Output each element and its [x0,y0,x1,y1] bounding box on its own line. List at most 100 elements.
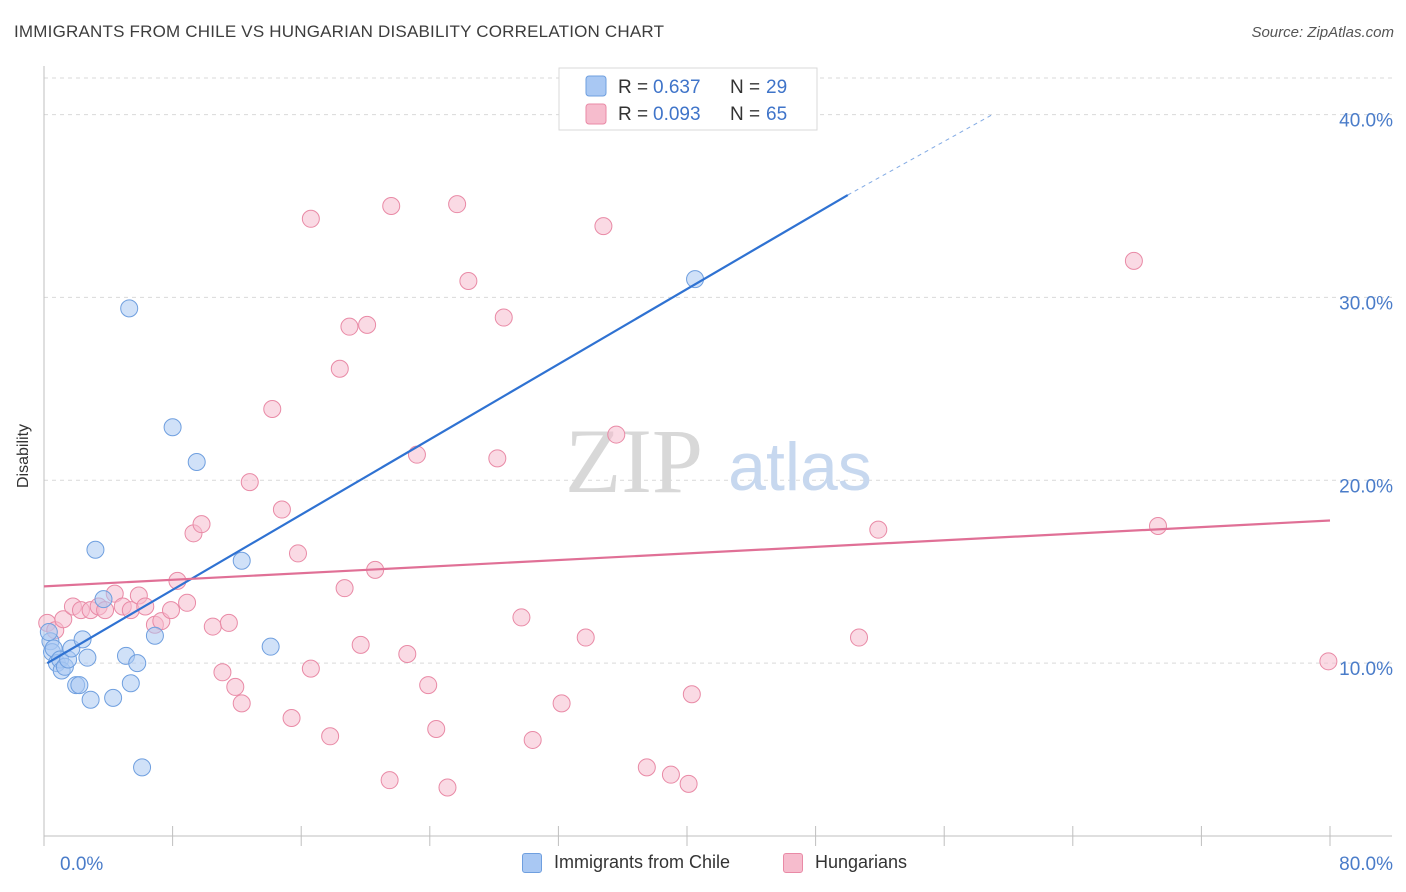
legend-box: R = 0.637 N = 29 R = 0.093 N = 65 [558,67,818,131]
chart-title: IMMIGRANTS FROM CHILE VS HUNGARIAN DISAB… [14,22,665,41]
y-tick-label: 30.0% [1339,293,1393,314]
legend-r-value-chile: 0.637 [653,77,701,98]
bottom-legend-swatch-chile [522,852,542,873]
hungarians-point [226,677,245,696]
hungarians-point [340,317,359,336]
chile-trend-extension [847,114,993,196]
hungarians-point [576,628,595,647]
chile-point [163,418,182,437]
y-tick-labels: 10.0% 20.0% 30.0% 40.0% [1339,111,1393,681]
hungarians-point [679,774,698,793]
chile-point [187,453,206,471]
chile-points [39,270,705,777]
chile-point [70,676,89,695]
chile-point [94,590,113,609]
hungarians-point [419,676,438,695]
chile-trend-line [46,194,849,665]
hungarians-point [682,685,701,704]
bottom-legend: Immigrants from Chile Hungarians [0,852,1406,878]
y-tick-label: 40.0% [1339,111,1393,132]
hungarians-trend-line [43,519,1331,588]
legend-n-value-chile: 29 [766,77,787,98]
chile-point [232,551,251,570]
hungarians-point [552,694,571,713]
hungarians-point [178,593,197,612]
watermark: ZIP atlas [565,410,872,512]
legend-r-value-hungarians: 0.093 [653,104,701,125]
hungarians-point [1148,517,1167,535]
x-tick-label-min: 0.0% [60,854,103,875]
legend-r-label-chile: R = [618,77,648,98]
bottom-legend-hungarians: Hungarians [783,852,907,873]
hungarians-point [232,694,251,713]
chile-point [121,674,140,693]
hungarians-point [272,500,291,519]
hungarians-point [301,659,320,678]
hungarians-point [512,608,531,627]
legend-swatch-chile [585,75,607,97]
legend-swatch-hungarians [585,103,607,125]
legend-n-label-hungarians: N = [730,104,760,125]
trend-lines [43,114,1331,665]
bottom-legend-swatch-hungarians [783,852,803,873]
chile-point [133,758,152,777]
chile-point [73,630,92,649]
y-axis-label: Disability [15,424,32,488]
hungarians-point [637,758,656,777]
x-tick-label-max: 80.0% [1339,854,1393,875]
chile-point [261,637,280,656]
hungarians-point [459,271,478,290]
legend-n-label-chile: N = [730,77,760,98]
watermark-atlas: atlas [728,429,872,505]
hungarians-point [607,425,626,444]
chile-point [120,299,139,318]
chile-point [104,688,123,707]
hungarians-point [321,727,340,746]
hungarians-point [523,730,542,749]
hungarians-point [263,399,282,418]
hungarians-point [407,445,426,464]
legend-n-value-hungarians: 65 [766,104,787,125]
hungarians-point [488,449,507,468]
hungarians-point [661,765,680,784]
hungarians-point [382,197,401,215]
hungarians-point [358,315,377,334]
legend-r-label-hungarians: R = [618,104,648,125]
bottom-legend-label-hungarians: Hungarians [815,852,908,872]
hungarians-point [380,771,399,790]
hungarians-point [330,359,349,378]
hungarians-point [54,610,73,629]
hungarians-point [594,217,613,236]
hungarians-point [240,473,259,492]
chile-point [39,623,58,642]
bottom-legend-label-chile: Immigrants from Chile [554,852,731,872]
source-label: Source: ZipAtlas.com [1251,24,1394,41]
y-tick-label: 10.0% [1339,659,1393,680]
hungarians-point [869,520,888,539]
hungarians-point [427,719,446,738]
hungarians-point [203,617,222,636]
hungarians-point [213,663,232,682]
chile-point [81,690,100,709]
hungarians-point [192,515,211,534]
chile-point [86,540,105,559]
hungarians-point [335,579,354,598]
hungarians-point [301,209,320,228]
hungarians-point [850,628,869,647]
y-tick-label: 20.0% [1339,476,1393,497]
chile-point [145,626,164,645]
hungarians-point [1124,251,1143,270]
hungarians-point [438,778,457,797]
chile-point [78,648,97,667]
hungarians-point [351,635,370,654]
hungarians-point [282,709,301,727]
hungarians-point [448,195,467,214]
watermark-zip: ZIP [565,410,703,512]
hungarians-point [288,544,307,563]
hungarians-point [161,601,180,620]
hungarians-point [219,613,238,632]
hungarians-point [1319,652,1338,671]
axes [43,66,1392,837]
hungarians-point [494,308,513,327]
